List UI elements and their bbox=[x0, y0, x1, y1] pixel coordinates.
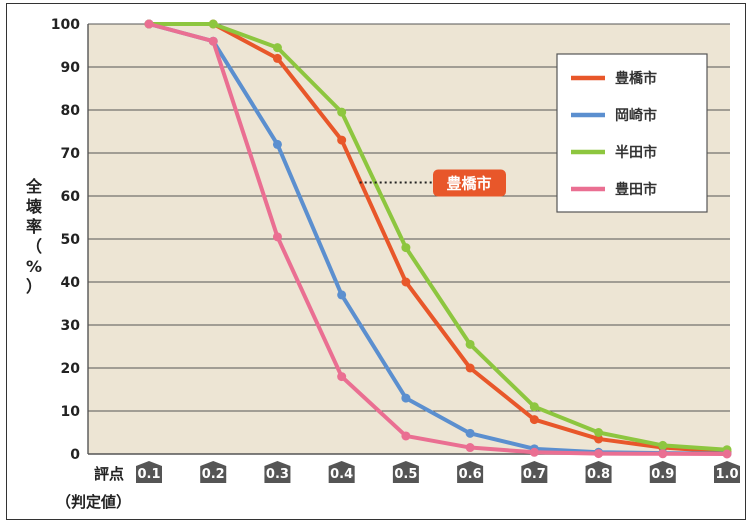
y-tick-label: 10 bbox=[61, 404, 81, 420]
x-tick: 0.5 bbox=[392, 461, 419, 483]
y-label-char: 壊 bbox=[26, 197, 43, 216]
data-point bbox=[272, 139, 282, 149]
x-tick-badge bbox=[457, 461, 484, 483]
data-point bbox=[529, 415, 539, 425]
x-tick-label: 0.2 bbox=[202, 467, 225, 482]
y-label-char: （ bbox=[26, 237, 42, 256]
data-point bbox=[337, 372, 347, 382]
x-tick-label: 0.1 bbox=[137, 467, 160, 482]
data-point bbox=[465, 339, 475, 349]
y-tick-label: 80 bbox=[61, 103, 81, 119]
y-label-char: 全 bbox=[25, 177, 43, 196]
x-tick-label: 0.4 bbox=[330, 467, 353, 482]
x-tick-badge bbox=[328, 461, 355, 483]
y-tick-label: 90 bbox=[61, 60, 81, 76]
x-tick-badge bbox=[521, 461, 548, 483]
y-tick-label: 30 bbox=[61, 318, 81, 334]
annotation-badge bbox=[433, 169, 506, 197]
data-point bbox=[594, 449, 604, 459]
y-label-char: % bbox=[26, 257, 42, 276]
series-line bbox=[147, 22, 729, 456]
x-tick-badge bbox=[136, 461, 162, 483]
y-label-char: ） bbox=[26, 277, 42, 296]
data-point bbox=[401, 277, 411, 287]
data-point bbox=[465, 363, 475, 373]
y-tick-label: 20 bbox=[61, 361, 81, 377]
series-line bbox=[147, 22, 729, 454]
y-tick-label: 60 bbox=[61, 189, 81, 205]
y-axis-label: 全壊率（%） bbox=[25, 177, 43, 296]
x-tick: 0.3 bbox=[264, 461, 291, 483]
x-tick: 0.6 bbox=[457, 461, 484, 483]
x-tick-badge bbox=[392, 461, 419, 483]
annotation: 豊橋市 bbox=[359, 169, 506, 197]
x-tick: 0.2 bbox=[200, 461, 227, 483]
x-tick-label: 1.0 bbox=[715, 467, 738, 482]
data-point bbox=[658, 440, 668, 450]
x-tick-badge bbox=[714, 461, 740, 483]
data-point bbox=[272, 53, 282, 63]
legend-label: 豊田市 bbox=[615, 181, 657, 198]
legend-label: 豊橋市 bbox=[615, 70, 657, 87]
x-tick: 0.9 bbox=[649, 461, 676, 483]
data-point bbox=[465, 443, 475, 453]
x-axis-label: 評点 bbox=[94, 465, 124, 483]
data-point bbox=[401, 431, 411, 441]
y-tick-label: 70 bbox=[61, 146, 81, 162]
y-axis-ticks: 0 10 20 30 40 50 60 70 80 90 100 bbox=[51, 17, 80, 463]
data-point bbox=[401, 243, 411, 253]
data-point bbox=[594, 434, 604, 444]
x-tick-label: 0.6 bbox=[459, 467, 482, 482]
x-tick-label: 0.7 bbox=[523, 467, 546, 482]
data-point bbox=[337, 135, 347, 145]
x-axis-ticks: 0.1 0.2 0.3 0.4 0.5 0.6 0.7 0.8 0.9 1.0 bbox=[136, 461, 740, 483]
x-tick: 0.8 bbox=[585, 461, 612, 483]
series-group bbox=[144, 19, 732, 459]
x-tick: 0.7 bbox=[521, 461, 548, 483]
data-point bbox=[465, 428, 475, 438]
data-point bbox=[401, 393, 411, 403]
legend-label: 岡崎市 bbox=[615, 107, 657, 124]
annotation-label: 豊橋市 bbox=[446, 175, 491, 193]
y-tick-label: 100 bbox=[51, 17, 80, 33]
x-tick-badge bbox=[649, 461, 676, 483]
x-tick-label: 0.8 bbox=[587, 467, 610, 482]
series-line bbox=[147, 22, 729, 452]
y-tick-label: 50 bbox=[61, 232, 81, 248]
data-point bbox=[272, 43, 282, 53]
data-point bbox=[529, 447, 539, 457]
y-tick-label: 40 bbox=[61, 275, 81, 291]
data-point bbox=[594, 428, 604, 437]
legend-box bbox=[556, 53, 708, 213]
x-tick-badge bbox=[200, 461, 227, 483]
data-point bbox=[529, 402, 539, 412]
data-point bbox=[208, 19, 218, 29]
legend-label: 半田市 bbox=[615, 144, 657, 161]
y-tick-label: 0 bbox=[70, 447, 80, 463]
x-tick-label: 0.3 bbox=[266, 467, 289, 482]
x-tick-badge bbox=[585, 461, 612, 483]
y-label-char: 率 bbox=[26, 217, 42, 236]
x-axis-note: （判定値） bbox=[56, 493, 131, 511]
x-tick: 1.0 bbox=[714, 461, 740, 483]
series-lines bbox=[144, 19, 732, 459]
data-point bbox=[658, 449, 668, 459]
x-tick: 0.1 bbox=[136, 461, 162, 483]
x-tick-badge bbox=[264, 461, 291, 483]
data-point bbox=[337, 290, 347, 300]
data-point bbox=[272, 232, 282, 242]
x-tick-label: 0.5 bbox=[394, 467, 417, 482]
data-point bbox=[144, 19, 154, 29]
data-point bbox=[208, 36, 218, 46]
data-point bbox=[722, 449, 732, 459]
x-tick-label: 0.9 bbox=[651, 467, 674, 482]
x-tick: 0.4 bbox=[328, 461, 355, 483]
data-point bbox=[337, 107, 347, 117]
